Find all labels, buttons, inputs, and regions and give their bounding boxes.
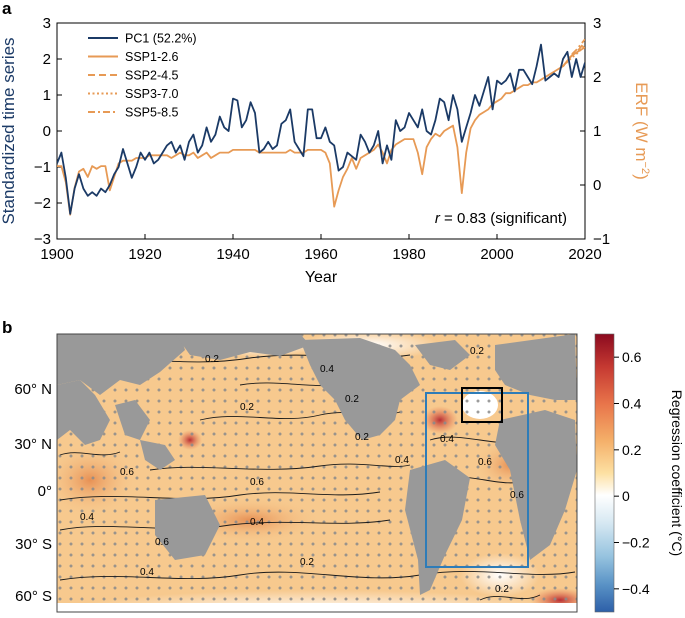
x-axis: 1900 1920 1940 1960 1980 2000 2020 bbox=[40, 234, 602, 263]
colorbar-label: Regression coefficient (°C) bbox=[669, 390, 685, 556]
maritime-continent-land bbox=[140, 440, 175, 470]
x-tick-label: 2020 bbox=[568, 246, 601, 263]
left-y-tick-label: 1 bbox=[43, 87, 51, 104]
contour-label: 0.2 bbox=[355, 432, 369, 443]
contour-label: 0.6 bbox=[155, 537, 169, 548]
contour-label: 0.4 bbox=[320, 364, 334, 375]
contour-label: 0.6 bbox=[120, 467, 134, 478]
atlantic-region-box bbox=[425, 392, 529, 568]
greenland-land bbox=[415, 340, 470, 370]
legend-entry-label: SSP2-4.5 bbox=[125, 69, 179, 83]
asia-land bbox=[57, 334, 185, 395]
contour-label: 0.4 bbox=[250, 517, 264, 528]
contour-label: 0.2 bbox=[240, 402, 254, 413]
colorbar-ticks: 0.6 0.4 0.2 0 −0.2 −0.4 bbox=[614, 349, 650, 597]
right-y-axis-label: ERF (W m−2) bbox=[632, 82, 651, 180]
siberia-land bbox=[175, 334, 310, 360]
legend-entry-label: SSP5-8.5 bbox=[125, 106, 179, 120]
contour-label: 0.4 bbox=[440, 434, 454, 445]
contour-line bbox=[59, 571, 576, 581]
south-america-land bbox=[405, 460, 470, 595]
contour-line bbox=[59, 491, 381, 501]
latitude-label: 60° S bbox=[15, 588, 52, 605]
australia-land bbox=[155, 495, 220, 560]
latitude-label: 0° bbox=[38, 483, 52, 500]
correlation-annotation: r = 0.83 (significant) bbox=[435, 210, 567, 227]
map-frame bbox=[56, 333, 578, 613]
left-y-tick-label: −3 bbox=[34, 231, 51, 248]
legend-entry-label: PC1 (52.2%) bbox=[125, 32, 197, 46]
time-series-panel: 1900 1920 1940 1960 1980 2000 2020 −3−2−10123 … bbox=[0, 15, 651, 286]
contour-label: 0.2 bbox=[205, 354, 219, 365]
contour-label: 0.2 bbox=[345, 394, 359, 405]
series-lines bbox=[57, 38, 585, 216]
x-tick-label: 1980 bbox=[392, 246, 425, 263]
right-y-tick-label: 0 bbox=[593, 177, 601, 194]
series-line-ssp1-2-6 bbox=[57, 46, 585, 216]
right-y-tick-label: 3 bbox=[593, 15, 601, 32]
contour-label: 0.4 bbox=[140, 567, 154, 578]
left-y-tick-label: 2 bbox=[43, 51, 51, 68]
latitude-label: 60° N bbox=[14, 381, 52, 398]
x-axis-label: Year bbox=[305, 269, 338, 286]
latitude-labels: 60° N 30° N 0° 30° S 60° S bbox=[14, 381, 52, 605]
left-y-tick-label: −1 bbox=[34, 159, 51, 176]
left-y-axis-label: Standardized time series bbox=[0, 37, 18, 224]
contour-label: 0.4 bbox=[80, 512, 94, 523]
regression-map-panel: 0.20.20.40.20.20.60.60.40.40.20.40.60.60… bbox=[14, 333, 685, 613]
legend-entry-label: SSP3-7.0 bbox=[125, 87, 179, 101]
right-y-tick-label: −1 bbox=[593, 231, 610, 248]
subpolar-region-box bbox=[461, 387, 503, 423]
x-tick-label: 2000 bbox=[480, 246, 513, 263]
legend-entry-label: SSP1-2.6 bbox=[125, 50, 179, 64]
x-tick-label: 1920 bbox=[128, 246, 161, 263]
africa-land bbox=[495, 410, 577, 560]
contour-label: 0.6 bbox=[510, 490, 524, 501]
legend: PC1 (52.2%) SSP1-2.6 SSP2-4.5 SSP3-7.0 SSP5-… bbox=[88, 32, 197, 120]
antarctica-edge bbox=[57, 603, 577, 612]
europe-land bbox=[495, 334, 577, 400]
right-y-tick-label: 2 bbox=[593, 69, 601, 86]
panel-a-label: a bbox=[2, 0, 12, 18]
contour-label: 0.6 bbox=[478, 457, 492, 468]
left-y-tick-label: 0 bbox=[43, 123, 51, 140]
colorbar-tick-label: −0.4 bbox=[622, 581, 650, 597]
latitude-label: 30° N bbox=[14, 436, 52, 453]
contour-line bbox=[479, 594, 541, 601]
south-asia-land bbox=[57, 380, 110, 445]
contour-line bbox=[59, 451, 121, 456]
contour-label: 0.6 bbox=[250, 477, 264, 488]
contour-label: 0.4 bbox=[395, 455, 409, 466]
land bbox=[57, 334, 577, 612]
x-tick-label: 1900 bbox=[40, 246, 73, 263]
colorbar bbox=[594, 333, 615, 613]
right-y-axis: −1 0 1 2 3 bbox=[580, 15, 610, 248]
north-america-land bbox=[300, 338, 420, 440]
colorbar-tick-label: 0.2 bbox=[622, 442, 642, 458]
latitude-label: 30° S bbox=[15, 536, 52, 553]
contour-label: 0.2 bbox=[300, 557, 314, 568]
x-tick-label: 1940 bbox=[216, 246, 249, 263]
colorbar-tick-label: 0.4 bbox=[622, 396, 642, 412]
left-y-axis: −3 −2 −1 0 1 2 3 bbox=[34, 15, 62, 248]
colorbar-tick-label: 0.6 bbox=[622, 349, 642, 365]
contour-line bbox=[149, 463, 411, 471]
colorbar-tick-label: −0.2 bbox=[622, 535, 650, 551]
panel-b-label: b bbox=[2, 318, 12, 337]
contour-line bbox=[59, 519, 391, 531]
left-y-tick-label: −2 bbox=[34, 195, 51, 212]
series-line-ssp5-8-5 bbox=[562, 38, 585, 67]
colorbar-tick-label: 0 bbox=[622, 488, 630, 504]
left-y-tick-label: 3 bbox=[43, 15, 51, 32]
southeast-asia-land bbox=[115, 400, 150, 440]
contour-label: 0.2 bbox=[470, 346, 484, 357]
contour-labels: 0.2 0.2 0.4 0.2 0.2 0.6 0.6 0.4 0.4 0.2 0.4 0.6 0.6 0… bbox=[80, 346, 524, 595]
contour-label: 0.2 bbox=[495, 584, 509, 595]
x-tick-label: 1960 bbox=[304, 246, 337, 263]
right-y-tick-label: 1 bbox=[593, 123, 601, 140]
map-area bbox=[57, 334, 577, 612]
series-line-pc1-52-2 bbox=[57, 43, 585, 215]
